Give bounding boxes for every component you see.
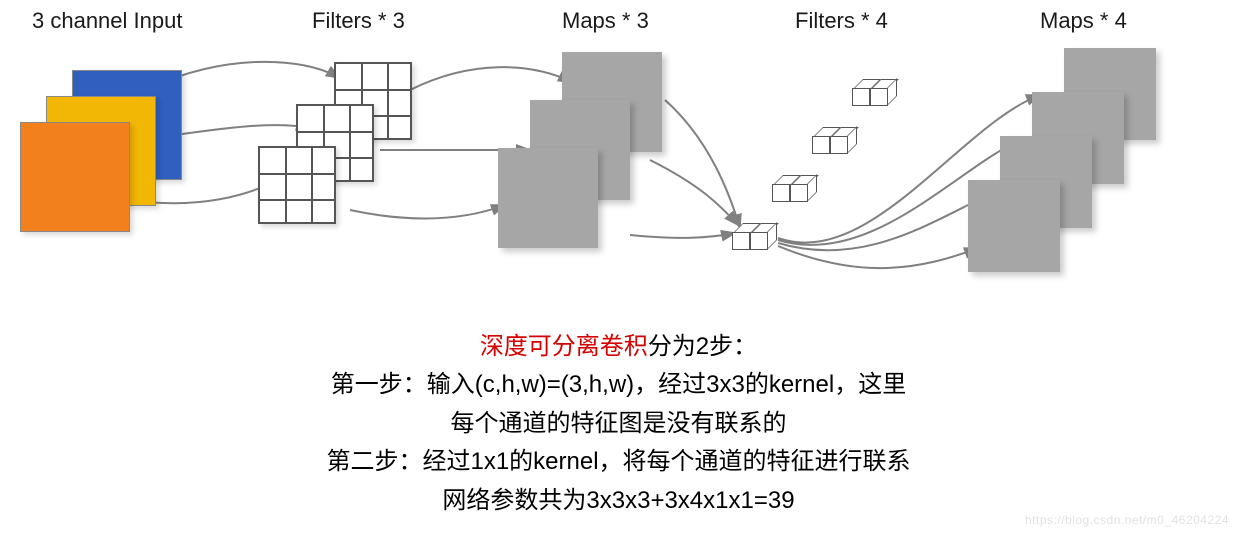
filter3-2	[258, 146, 336, 224]
label-maps4: Maps * 4	[1040, 8, 1127, 34]
caption-line2: 每个通道的特征图是没有联系的	[0, 405, 1237, 443]
map3-2	[498, 148, 598, 248]
caption-line1: 第一步：输入(c,h,w)=(3,h,w)，经过3x3的kernel，这里	[0, 366, 1237, 404]
caption-title-rest: 分为2步：	[648, 333, 757, 360]
stage-filters3	[258, 62, 428, 252]
caption-title-red: 深度可分离卷积	[480, 333, 648, 360]
cube-3	[852, 80, 896, 102]
caption-title: 深度可分离卷积分为2步：	[0, 328, 1237, 366]
cube-1	[772, 176, 816, 198]
stage-maps3	[498, 52, 698, 262]
input-channel-0	[20, 122, 130, 232]
stage-filters4	[730, 80, 930, 260]
cube-2	[812, 128, 856, 150]
stage-input	[20, 70, 190, 250]
label-filters3: Filters * 3	[312, 8, 405, 34]
caption-block: 深度可分离卷积分为2步： 第一步：输入(c,h,w)=(3,h,w)，经过3x3…	[0, 328, 1237, 520]
map4-3	[968, 180, 1060, 272]
label-filters4: Filters * 4	[795, 8, 888, 34]
cube-0	[732, 224, 776, 246]
label-input: 3 channel Input	[32, 8, 182, 34]
caption-line3: 第二步：经过1x1的kernel，将每个通道的特征进行联系	[0, 443, 1237, 481]
watermark: https://blog.csdn.net/m0_46204224	[1025, 513, 1229, 527]
label-maps3: Maps * 3	[562, 8, 649, 34]
stage-maps4	[968, 48, 1208, 288]
